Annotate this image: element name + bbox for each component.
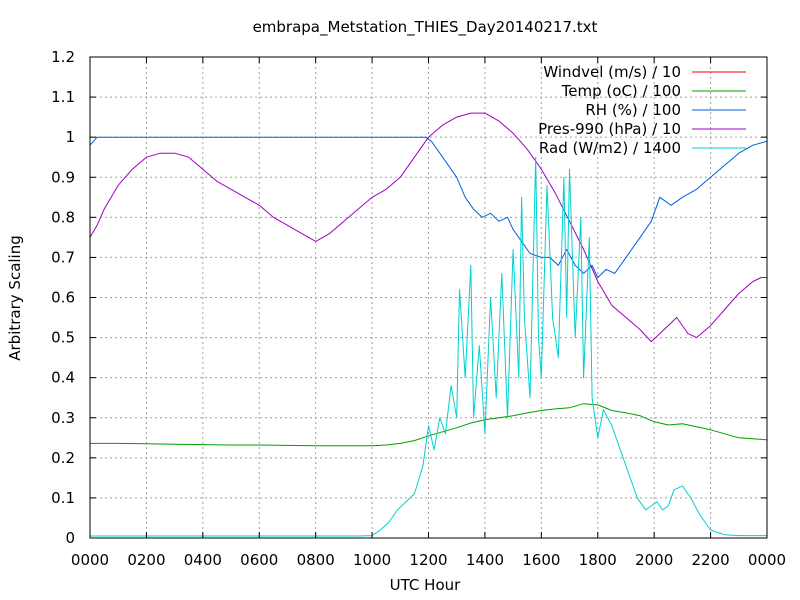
series-line-2 (89, 136, 768, 278)
y-tick-label: 1.2 (51, 48, 75, 66)
y-tick-label: 0.9 (51, 168, 75, 186)
x-tick-label: 2000 (635, 551, 673, 569)
series-line-4 (90, 156, 767, 537)
legend-label: Rad (W/m2) / 1400 (539, 139, 681, 157)
y-tick-label: 0.8 (51, 208, 75, 226)
x-tick-label: 1800 (579, 551, 617, 569)
y-tick-label: 0.5 (51, 329, 75, 347)
y-tick-label: 0.7 (51, 248, 75, 266)
x-tick-label: 0400 (184, 551, 222, 569)
y-tick-label: 0.3 (51, 409, 75, 427)
y-tick-label: 0 (65, 529, 75, 547)
x-tick-label: 0200 (127, 551, 165, 569)
series-layer (89, 112, 768, 537)
y-tick-label: 1.1 (51, 88, 75, 106)
y-tick-label: 0.2 (51, 449, 75, 467)
x-tick-label: 2200 (691, 551, 729, 569)
y-axis-title: Arbitrary Scaling (6, 235, 24, 361)
x-tick-label: 0600 (240, 551, 278, 569)
legend-label: Pres-990 (hPa) / 10 (538, 120, 681, 138)
y-tick-labels: 0 0.1 0.2 0.3 0.4 0.5 0.6 0.7 0.8 0.9 1 1.1 1.2 (51, 48, 75, 547)
x-tick-label: 1600 (522, 551, 560, 569)
x-tick-label: 1400 (466, 551, 504, 569)
y-tick-label: 0.1 (51, 489, 75, 507)
ticks (89, 56, 768, 539)
x-tick-labels: 0000 0200 0400 0600 0800 1000 1200 1400 1600 1800… (71, 551, 786, 569)
x-axis-title: UTC Hour (390, 576, 461, 594)
chart-title: embrapa_Metstation_THIES_Day20140217.txt (253, 18, 598, 37)
legend-label: RH (%) / 100 (585, 101, 681, 119)
y-tick-label: 0.4 (51, 369, 75, 387)
x-tick-label: 0800 (297, 551, 335, 569)
legend-label: Windvel (m/s) / 10 (543, 63, 681, 81)
legend-label: Temp (oC) / 100 (561, 82, 681, 100)
y-tick-label: 1 (65, 128, 75, 146)
x-tick-label: 0000 (71, 551, 109, 569)
x-tick-label: 0000 (748, 551, 786, 569)
x-tick-label: 1200 (409, 551, 447, 569)
series-line-1 (90, 403, 768, 447)
series-line-3 (89, 112, 767, 343)
y-tick-label: 0.6 (51, 289, 75, 307)
x-tick-label: 1000 (353, 551, 391, 569)
